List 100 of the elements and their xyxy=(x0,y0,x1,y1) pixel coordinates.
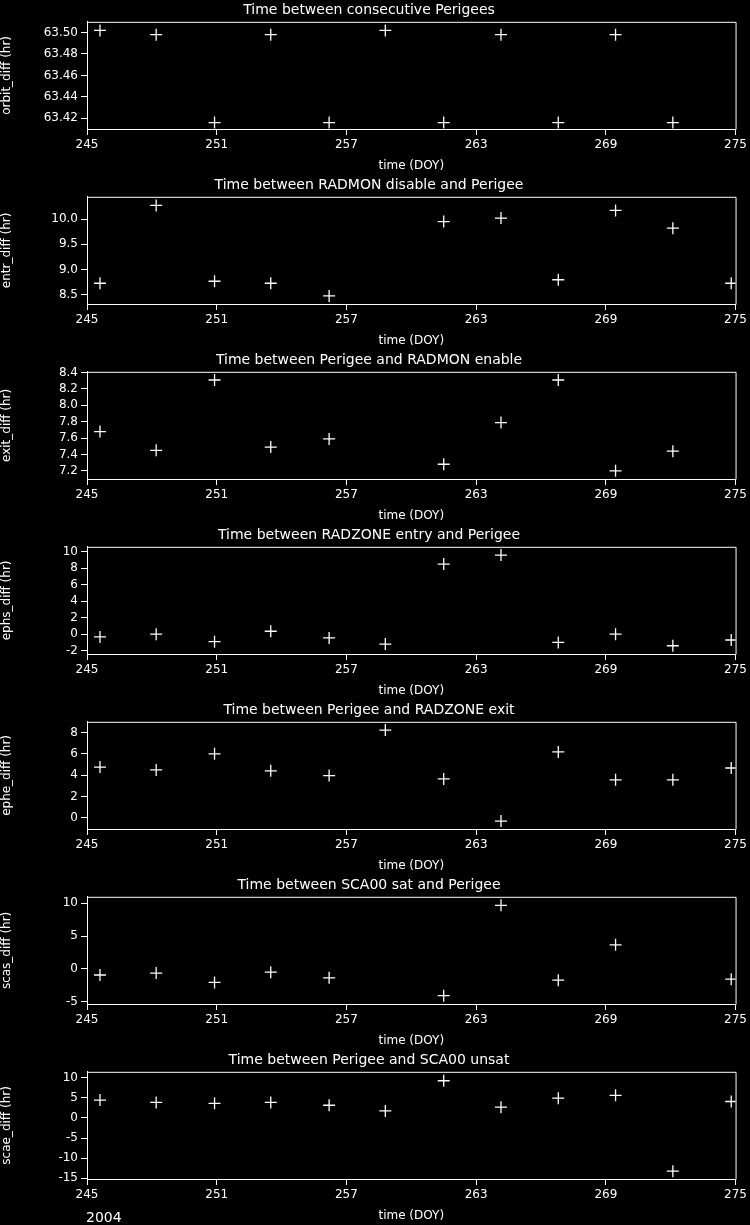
y-axis-title: scae_diff (hr) xyxy=(0,1086,14,1165)
point xyxy=(93,760,107,774)
point xyxy=(551,973,565,987)
x-tick-label: 257 xyxy=(334,662,358,677)
chart-title: Time between Perigee and SCA00 unsat xyxy=(227,1051,510,1068)
y-tick-label: -15 xyxy=(58,1170,78,1185)
x-tick-label: 257 xyxy=(334,1187,358,1202)
y-tick-label: 63.48 xyxy=(43,46,78,61)
point xyxy=(494,898,508,912)
x-tick-label: 245 xyxy=(75,312,99,327)
point xyxy=(322,971,336,985)
y-tick-label: 63.42 xyxy=(43,110,78,125)
point xyxy=(93,276,107,290)
x-tick-label: 245 xyxy=(75,487,99,502)
y-axis-title: ephe_diff (hr) xyxy=(0,734,14,816)
point xyxy=(494,415,508,430)
y-tick-label: 6 xyxy=(70,745,78,760)
chart-title: Time between Perigee and RADMON enable xyxy=(214,351,523,368)
point xyxy=(608,773,623,787)
x-tick-label: 257 xyxy=(334,1012,358,1027)
point xyxy=(93,630,107,644)
point xyxy=(322,631,336,645)
x-axis-title: time (DOY) xyxy=(378,332,445,347)
point xyxy=(551,373,565,387)
point xyxy=(378,637,392,651)
y-tick-label: -5 xyxy=(66,1130,78,1145)
point xyxy=(322,289,336,303)
point xyxy=(551,1091,565,1105)
point xyxy=(149,198,163,213)
y-tick-label: 8.0 xyxy=(58,397,78,412)
point xyxy=(724,761,736,775)
y-tick-label: 0 xyxy=(70,809,78,824)
point xyxy=(149,1095,163,1110)
x-axis-title: time (DOY) xyxy=(378,682,445,697)
y-tick-label: 10.0 xyxy=(51,211,78,226)
y-axis-title: scas_diff (hr) xyxy=(0,911,14,990)
chart-title: Time between consecutive Perigees xyxy=(242,1,495,18)
y-tick-label: 8.2 xyxy=(58,381,78,396)
x-tick-label: 263 xyxy=(464,312,488,327)
x-tick-label: 269 xyxy=(594,1012,618,1027)
point xyxy=(264,28,278,42)
point xyxy=(437,772,451,786)
point xyxy=(666,639,680,653)
x-tick-label: 263 xyxy=(464,662,488,677)
x-tick-label: 275 xyxy=(724,1012,747,1027)
y-tick-label: 63.44 xyxy=(43,88,78,103)
y-axis-title: entr_diff (hr) xyxy=(0,212,14,289)
x-tick-label: 269 xyxy=(594,662,618,677)
point xyxy=(264,276,278,290)
x-tick-label: 257 xyxy=(334,837,358,852)
y-tick-label: 2 xyxy=(70,788,78,803)
point xyxy=(724,633,736,647)
x-tick-label: 245 xyxy=(75,1187,99,1202)
x-tick-label: 251 xyxy=(205,1187,229,1202)
point xyxy=(608,938,623,952)
point xyxy=(494,28,508,42)
point xyxy=(93,424,107,439)
point xyxy=(149,443,163,458)
y-axis-title: orbit_diff (hr) xyxy=(0,35,14,115)
x-tick-label: 251 xyxy=(205,837,229,852)
point xyxy=(437,115,451,129)
point xyxy=(494,211,508,225)
y-tick-label: 5 xyxy=(70,1090,78,1105)
y-tick-label: 0 xyxy=(70,626,78,641)
x-tick-label: 275 xyxy=(724,662,747,677)
y-tick-label: -5 xyxy=(66,993,78,1008)
point xyxy=(437,214,451,229)
chart-title: Time between RADMON disable and Perigee xyxy=(213,176,524,193)
point xyxy=(551,635,565,650)
point xyxy=(378,723,392,737)
point xyxy=(93,968,107,982)
x-tick-label: 275 xyxy=(724,1187,747,1202)
y-tick-label: 10 xyxy=(62,895,78,910)
point xyxy=(149,627,163,641)
x-tick-label: 245 xyxy=(75,1012,99,1027)
y-tick-label: 63.46 xyxy=(43,67,78,82)
y-tick-label: 7.6 xyxy=(58,430,78,445)
x-tick-label: 269 xyxy=(594,837,618,852)
point xyxy=(264,440,278,454)
x-tick-label: 263 xyxy=(464,137,488,152)
y-tick-label: -2 xyxy=(66,642,78,657)
x-tick-label: 275 xyxy=(724,137,747,152)
y-axis-title: ephs_diff (hr) xyxy=(0,560,14,641)
point xyxy=(149,966,163,980)
x-axis-title: time (DOY) xyxy=(378,157,445,172)
text: 2004 xyxy=(86,1209,122,1225)
y-tick-label: 0 xyxy=(70,1110,78,1125)
point xyxy=(322,768,336,783)
point xyxy=(494,1100,508,1114)
point xyxy=(494,814,508,828)
point xyxy=(666,773,680,787)
y-tick-label: 7.2 xyxy=(58,462,78,477)
point xyxy=(608,627,623,641)
point xyxy=(666,444,680,458)
y-tick-label: 10 xyxy=(62,543,78,558)
x-tick-label: 263 xyxy=(464,837,488,852)
point xyxy=(264,764,278,778)
point xyxy=(322,432,336,446)
point xyxy=(207,1096,222,1111)
x-tick-label: 263 xyxy=(464,1012,488,1027)
